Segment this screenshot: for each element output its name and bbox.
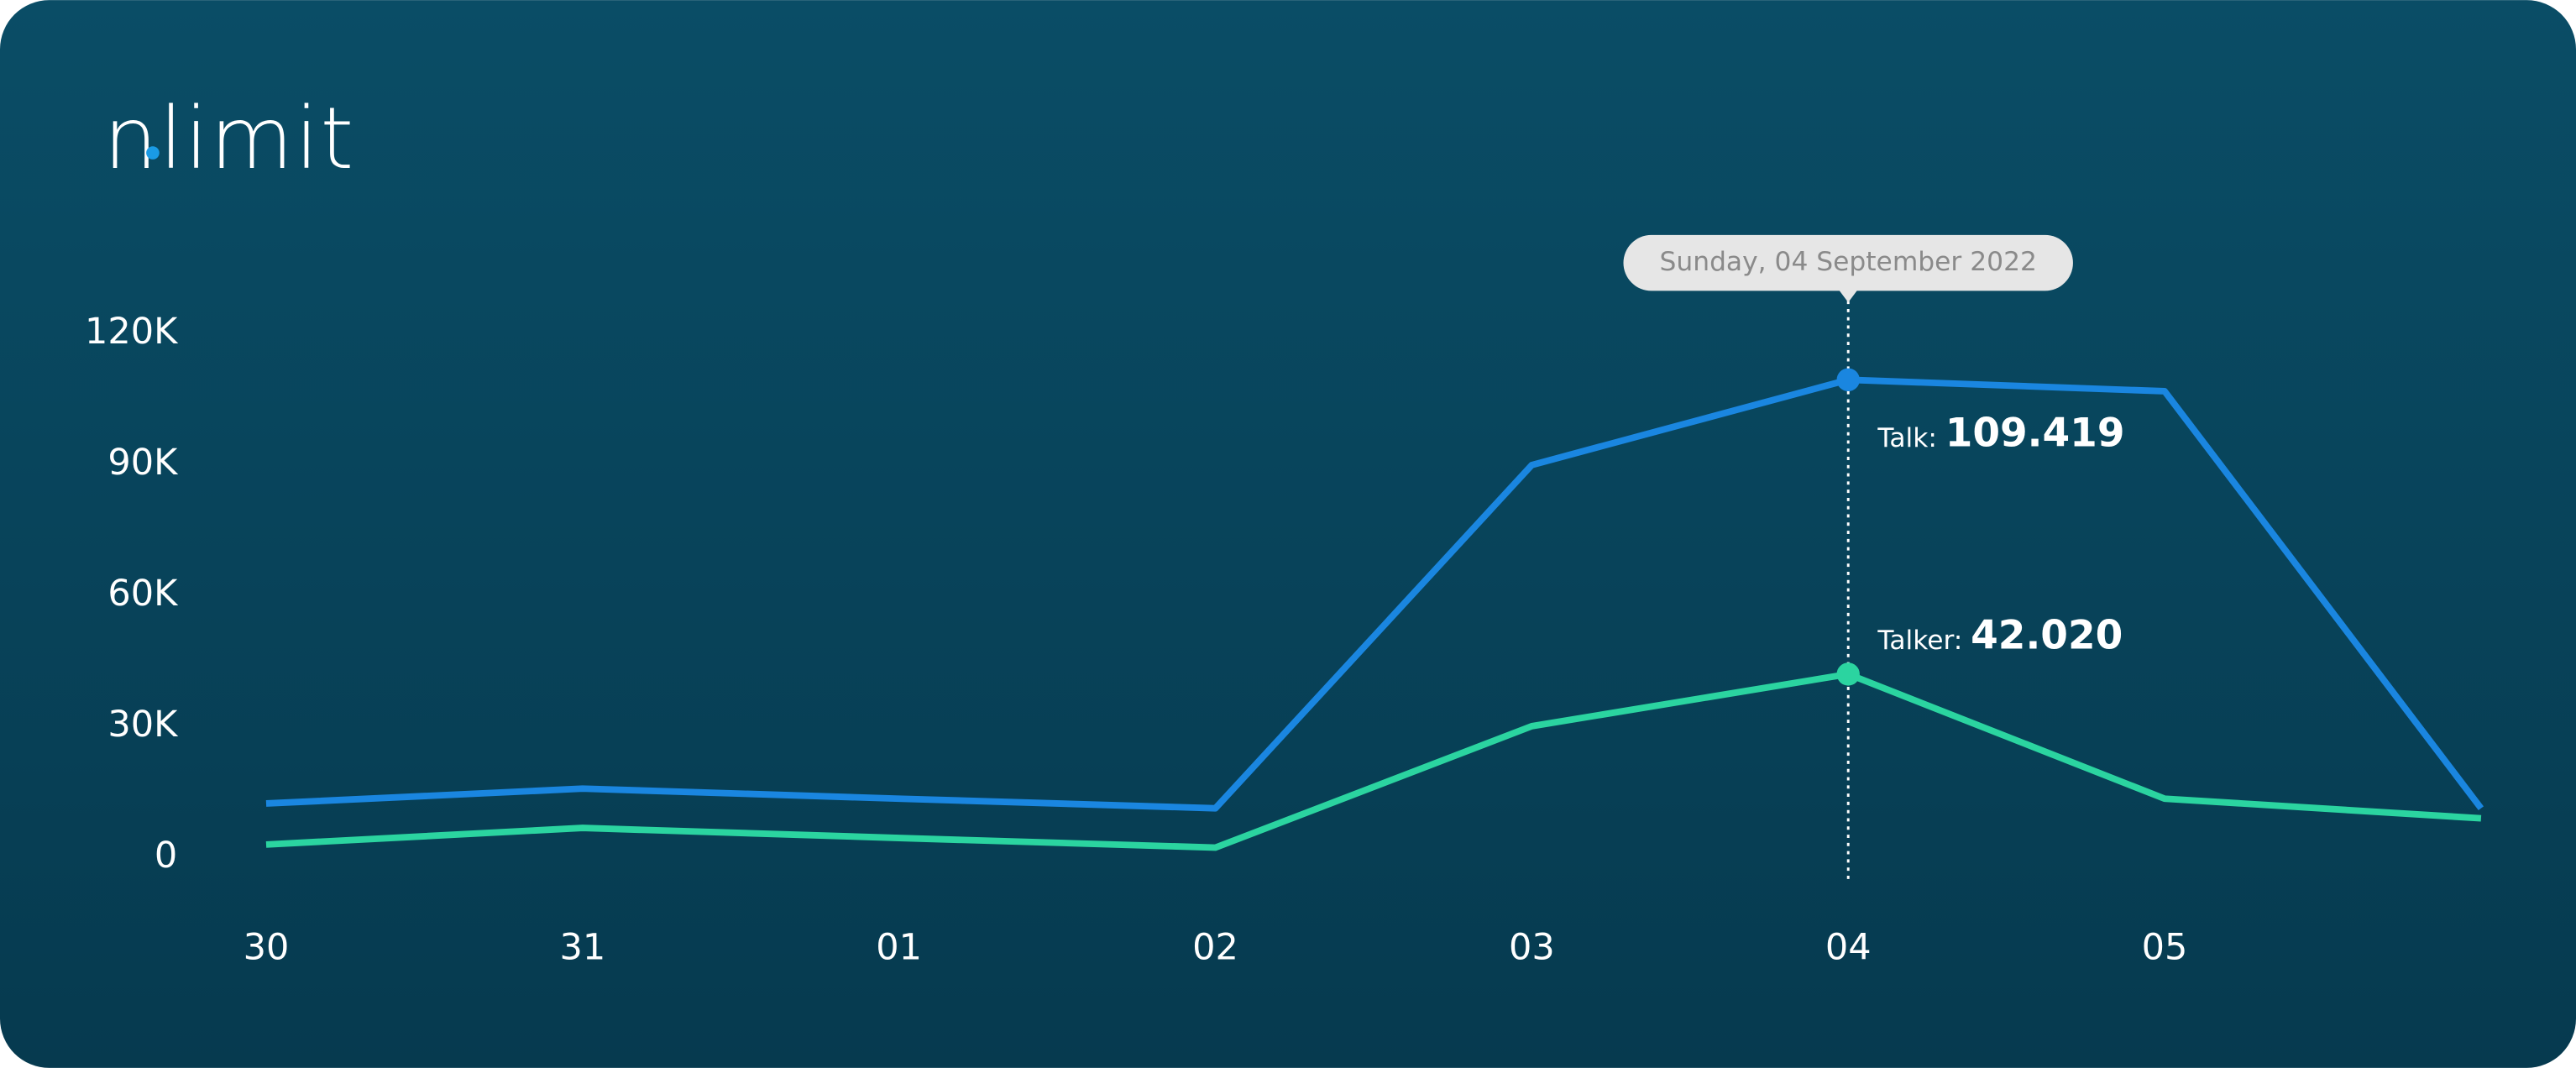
series-line (265, 376, 2484, 812)
y-tick-label: 60K (107, 573, 179, 615)
x-tick-label: 01 (876, 927, 922, 969)
logo: nlimit (103, 89, 355, 188)
x-tick-label: 30 (243, 927, 290, 969)
legend-label: Talker: (1877, 626, 1962, 656)
highlight-point (1836, 662, 1860, 686)
tooltip-text: Sunday, 04 September 2022 (1660, 247, 2037, 277)
tooltip-box (1623, 234, 2073, 291)
y-tick-label: 0 (154, 835, 177, 877)
logo-dot (146, 146, 160, 160)
x-tick-label: 31 (559, 927, 605, 969)
value-label: 109.419 (1945, 410, 2125, 456)
x-tick-label: 03 (1509, 927, 1555, 969)
y-tick-label: 120K (85, 311, 179, 353)
legend-label: Talk: (1877, 423, 1936, 453)
tooltip-pointer (1838, 289, 1858, 303)
series-line (265, 670, 2482, 851)
highlight-point (1836, 368, 1860, 392)
y-tick-label: 90K (107, 442, 179, 484)
x-tick-label: 02 (1192, 927, 1238, 969)
x-tick-label: 04 (1825, 927, 1872, 969)
x-tick-label: 05 (2142, 927, 2188, 969)
y-tick-label: 30K (107, 704, 179, 746)
value-label: 42.020 (1971, 612, 2123, 658)
